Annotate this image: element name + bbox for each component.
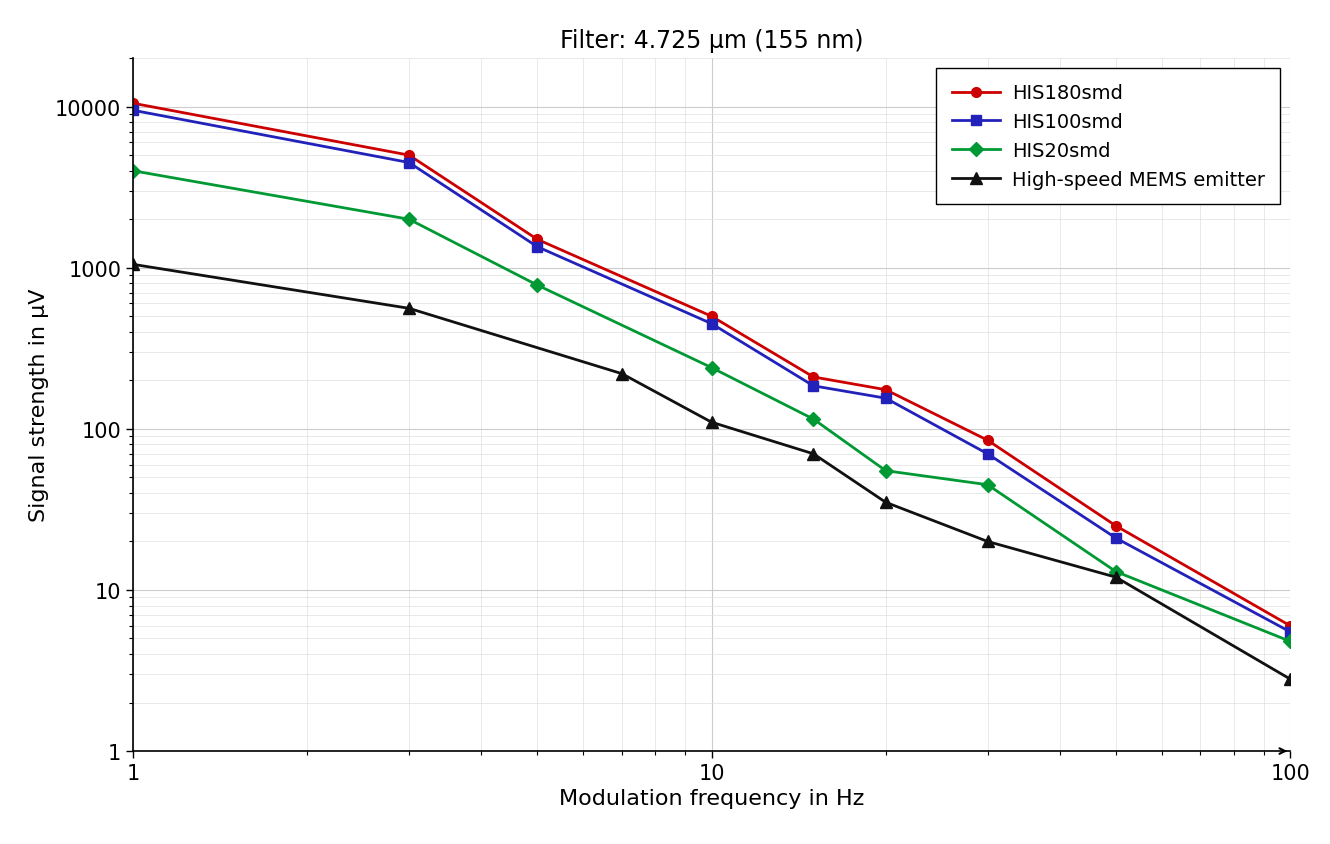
HIS100smd: [125, 106, 141, 116]
HIS100smd: [1108, 533, 1124, 544]
HIS100smd: [1282, 627, 1298, 637]
Legend: HIS180smd, HIS100smd, HIS20smd, High-speed MEMS emitter: HIS180smd, HIS100smd, HIS20smd, High-spe…: [936, 69, 1281, 205]
HIS20smd: [878, 466, 894, 476]
HIS180smd: [980, 436, 996, 446]
HIS180smd: [806, 372, 822, 382]
X-axis label: Modulation frequency in Hz: Modulation frequency in Hz: [559, 788, 864, 809]
Line: HIS180smd: HIS180smd: [128, 100, 1295, 630]
Line: HIS100smd: HIS100smd: [128, 106, 1295, 637]
HIS180smd: [1282, 621, 1298, 631]
HIS100smd: [704, 319, 720, 329]
HIS20smd: [402, 215, 418, 225]
HIS180smd: [125, 99, 141, 109]
HIS20smd: [980, 480, 996, 490]
HIS100smd: [980, 449, 996, 459]
High-speed MEMS emitter: [1282, 674, 1298, 684]
High-speed MEMS emitter: [878, 498, 894, 508]
Title: Filter: 4.725 μm (155 nm): Filter: 4.725 μm (155 nm): [560, 29, 863, 53]
HIS20smd: [1282, 636, 1298, 647]
HIS20smd: [125, 166, 141, 176]
Line: High-speed MEMS emitter: High-speed MEMS emitter: [128, 259, 1295, 684]
HIS100smd: [402, 159, 418, 169]
High-speed MEMS emitter: [806, 449, 822, 459]
HIS100smd: [806, 381, 822, 392]
High-speed MEMS emitter: [704, 418, 720, 428]
High-speed MEMS emitter: [614, 369, 630, 379]
HIS180smd: [1108, 521, 1124, 531]
HIS180smd: [402, 151, 418, 161]
HIS20smd: [806, 414, 822, 425]
HIS100smd: [878, 393, 894, 403]
HIS180smd: [878, 385, 894, 395]
Line: HIS20smd: HIS20smd: [128, 167, 1295, 647]
HIS180smd: [704, 311, 720, 322]
High-speed MEMS emitter: [1108, 572, 1124, 582]
HIS20smd: [529, 281, 545, 291]
Y-axis label: Signal strength in μV: Signal strength in μV: [29, 289, 49, 522]
High-speed MEMS emitter: [125, 260, 141, 270]
High-speed MEMS emitter: [402, 304, 418, 314]
HIS20smd: [704, 363, 720, 373]
HIS100smd: [529, 242, 545, 252]
HIS180smd: [529, 235, 545, 245]
High-speed MEMS emitter: [980, 537, 996, 547]
HIS20smd: [1108, 567, 1124, 577]
